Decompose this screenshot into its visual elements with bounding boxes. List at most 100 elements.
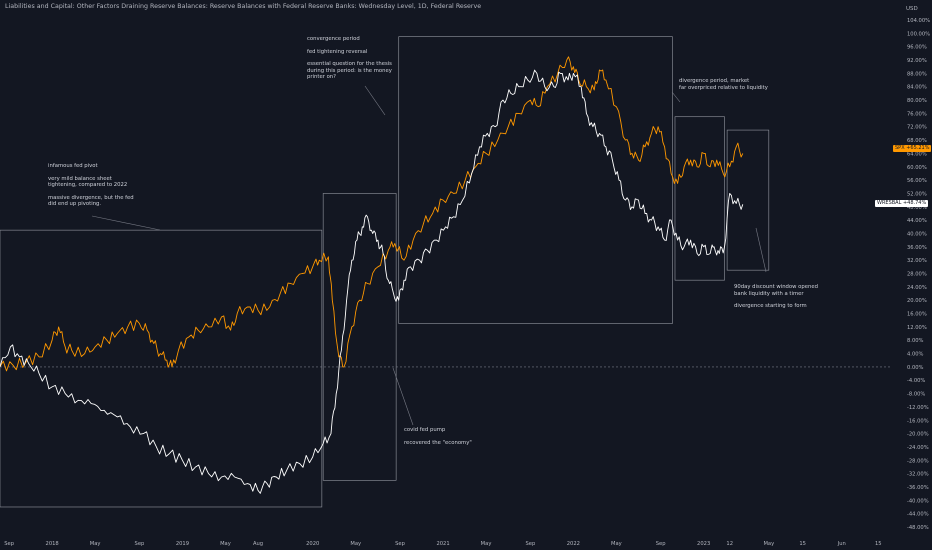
x-tick-label: 2021	[436, 541, 449, 547]
annotation-line: divergence period, market	[679, 78, 750, 84]
x-tick-label: 15	[875, 541, 882, 547]
x-tick-label: May	[350, 541, 361, 547]
y-tick-label: -4.00%	[907, 378, 925, 384]
convergence-box[interactable]	[398, 36, 673, 324]
x-tick-label: Sep	[135, 541, 145, 547]
y-tick-label: 16.00%	[907, 312, 927, 318]
x-tick-label: Sep	[525, 541, 535, 547]
annotation-line: fed tightening reversal	[307, 48, 368, 55]
pointer-line	[392, 367, 414, 426]
y-tick-label: 96.00%	[907, 45, 927, 51]
annotation-line: recovered the "economy"	[404, 439, 472, 446]
annotation-divergence: divergence period, market far overpriced …	[679, 78, 768, 91]
annotation-line: divergence starting to form	[734, 303, 807, 310]
y-tick-label: 60.00%	[907, 165, 927, 171]
y-axis: 104.00% 100.00% 96.00% 92.00% 88.00% 84.00% 80…	[907, 18, 930, 531]
y-tick-label: -12.00%	[907, 405, 929, 411]
annotation-line: did end up pivoting.	[48, 201, 102, 208]
x-tick-label: May	[220, 541, 231, 547]
annotation-line: far overpriced relative to liquidity	[679, 84, 768, 91]
y-tick-label: 40.00%	[907, 231, 927, 237]
y-tick-label: 76.00%	[907, 111, 927, 117]
y-tick-label: -48.00%	[907, 525, 929, 531]
annotation-convergence: convergence period fed tightening reversa…	[307, 36, 392, 81]
price-tag-spx-name: SPX	[895, 145, 905, 151]
x-tick-label: Aug	[253, 541, 263, 547]
y-tick-label: 52.00%	[907, 191, 927, 197]
price-tag-spx-value: +65.21%	[906, 145, 930, 151]
annotation-line: massive divergence, but the fed	[48, 194, 134, 201]
y-tick-label: 92.00%	[907, 58, 927, 64]
annotation-boxes	[0, 36, 770, 508]
y-tick-label: 48.00%	[907, 205, 927, 211]
annotation-line: tightening, compared to 2022	[48, 182, 128, 189]
y-tick-label: 4.00%	[907, 352, 924, 358]
x-tick-label: May	[90, 541, 101, 547]
y-tick-label: 100.00%	[907, 31, 930, 37]
discount-window-box[interactable]	[726, 129, 770, 271]
y-tick-label: 88.00%	[907, 71, 927, 77]
annotation-line: printer on?	[307, 74, 336, 81]
price-tag-wresbal: WRESBAL +48.74%	[875, 200, 929, 207]
series-lines	[0, 56, 744, 494]
annotation-line: covid fed pump	[404, 427, 446, 433]
y-tick-label: 36.00%	[907, 245, 927, 251]
x-tick-label: Sep	[4, 541, 14, 547]
y-tick-label: -20.00%	[907, 432, 929, 438]
x-tick-label: Sep	[395, 541, 405, 547]
chart-title: Liabilities and Capital: Other Factors D…	[5, 3, 482, 10]
price-tag-wresbal-value: +48.74%	[902, 200, 927, 206]
y-tick-label: 8.00%	[907, 338, 924, 344]
y-tick-label: -32.00%	[907, 472, 929, 478]
x-tick-label: Jun	[837, 541, 846, 547]
y-tick-label: -16.00%	[907, 418, 929, 424]
annotation-line: essential question for the thesis	[307, 61, 392, 68]
covid-box[interactable]	[322, 193, 397, 481]
pointer-line	[671, 91, 681, 103]
x-tick-label: 2023	[697, 541, 710, 547]
divergence-box[interactable]	[674, 116, 725, 281]
y-tick-label: 72.00%	[907, 125, 927, 131]
pointer-line	[364, 85, 386, 116]
y-tick-label: -24.00%	[907, 445, 929, 451]
y-tick-label: 104.00%	[907, 18, 930, 24]
y-tick-label: 56.00%	[907, 178, 927, 184]
x-tick-label: May	[481, 541, 492, 547]
y-tick-label: 12.00%	[907, 325, 927, 331]
y-axis-unit: USD	[906, 6, 918, 12]
x-tick-label: May	[763, 541, 774, 547]
series-wresbal-line	[0, 69, 744, 494]
pointer-line	[91, 215, 161, 231]
annotation-line: during this period: is the money	[307, 67, 392, 74]
y-tick-label: 28.00%	[907, 272, 927, 278]
y-tick-label: 80.00%	[907, 98, 927, 104]
y-tick-label: 32.00%	[907, 258, 927, 264]
annotation-discount-window: 90day discount window opened bank liquidi…	[734, 284, 818, 310]
fed-pivot-box[interactable]	[0, 229, 323, 508]
pointer-line	[755, 227, 767, 273]
price-tag-spx: SPX +65.21%	[893, 145, 932, 152]
annotation-fed-pivot: infamous fed pivot very mild balance shee…	[48, 163, 134, 208]
annotation-line: very mild balance sheet	[48, 175, 112, 182]
y-tick-label: 44.00%	[907, 218, 927, 224]
y-tick-label: 84.00%	[907, 85, 927, 91]
x-tick-label: 2020	[306, 541, 319, 547]
annotation-line: infamous fed pivot	[48, 163, 98, 169]
annotation-line: 90day discount window opened	[734, 284, 819, 290]
y-tick-label: 68.00%	[907, 138, 927, 144]
x-axis: Sep 2018 May Sep 2019 May Aug 2020 May Sep 2021 May…	[4, 541, 881, 547]
annotation-pointers	[91, 85, 767, 426]
x-tick-label: Sep	[656, 541, 666, 547]
annotation-line: bank liquidity with a timer	[734, 290, 804, 297]
price-tag-wresbal-name: WRESBAL	[877, 200, 902, 206]
annotation-line: convergence period	[307, 36, 360, 42]
x-tick-label: 15	[799, 541, 806, 547]
y-tick-label: -44.00%	[907, 512, 929, 518]
x-tick-label: 12	[726, 541, 733, 547]
annotation-covid: covid fed pump recovered the "economy"	[404, 427, 472, 446]
y-tick-label: -40.00%	[907, 498, 929, 504]
series-spx-line	[0, 56, 744, 372]
x-tick-label: May	[611, 541, 622, 547]
x-tick-label: 2019	[176, 541, 189, 547]
